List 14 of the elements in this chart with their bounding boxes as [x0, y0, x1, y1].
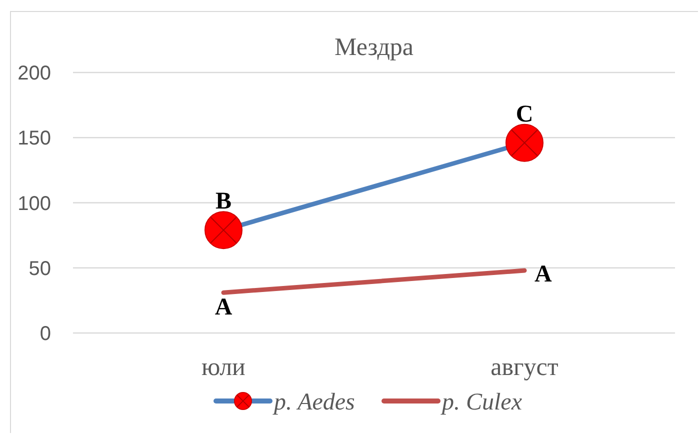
- legend-label: p. Culex: [440, 389, 522, 416]
- x-tick-label: юли: [202, 354, 246, 381]
- y-tick-label: 0: [40, 323, 51, 345]
- y-tick-label: 150: [18, 128, 51, 150]
- data-label: C: [516, 101, 534, 128]
- x-tick-label: август: [490, 354, 558, 381]
- y-tick-label: 50: [28, 258, 51, 280]
- y-tick-label: 100: [18, 192, 51, 215]
- legend-label: p. Aedes: [272, 389, 355, 416]
- data-label: A: [534, 261, 552, 288]
- y-tick-label: 200: [18, 62, 51, 84]
- chart-title: Мездра: [334, 34, 414, 61]
- data-label: A: [214, 294, 233, 321]
- data-label: B: [215, 188, 232, 215]
